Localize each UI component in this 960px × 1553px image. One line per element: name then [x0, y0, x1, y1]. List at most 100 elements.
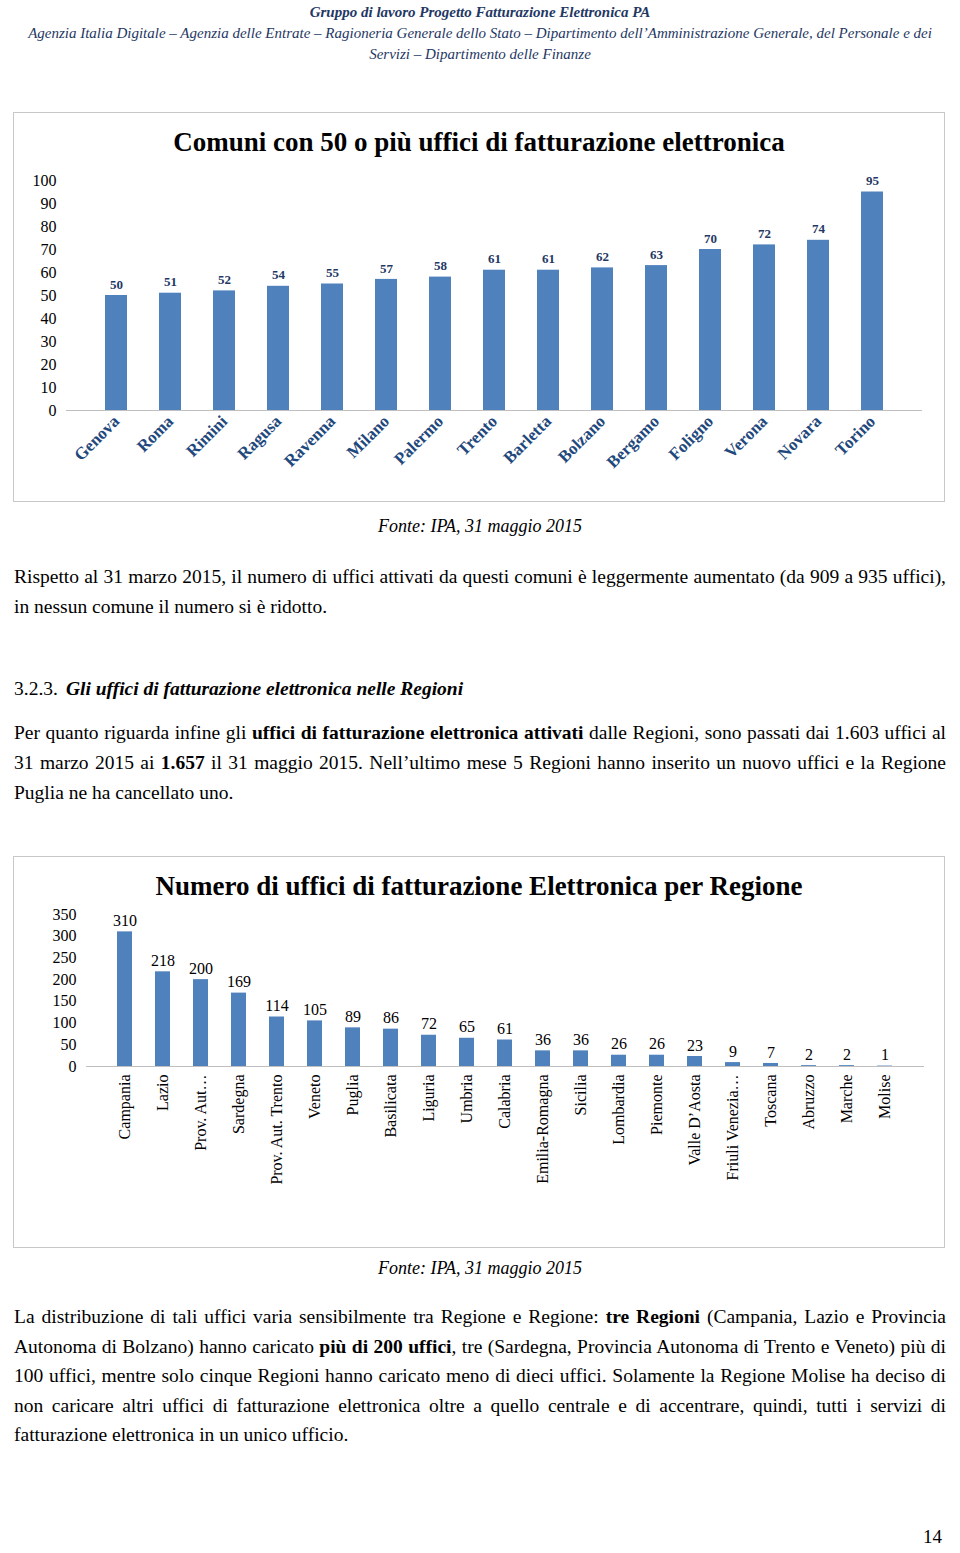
svg-text:Milano: Milano [343, 412, 393, 462]
svg-text:Campania: Campania [116, 1075, 134, 1140]
svg-text:Trento: Trento [453, 412, 501, 460]
svg-text:30: 30 [41, 333, 57, 350]
svg-text:2: 2 [805, 1046, 813, 1063]
svg-text:Prov. Aut. Trento: Prov. Aut. Trento [268, 1075, 285, 1185]
html-text:Per quanto riguarda infine gli: Per quanto riguarda infine gli uffici di… [14, 722, 946, 803]
svg-text:Emilia-Romagna: Emilia-Romagna [534, 1075, 552, 1184]
svg-text:Verona: Verona [721, 411, 772, 462]
svg-text:Lazio: Lazio [154, 1075, 171, 1111]
svg-text:218: 218 [151, 952, 175, 969]
svg-text:50: 50 [61, 1036, 77, 1053]
svg-text:10: 10 [41, 379, 57, 396]
svg-text:9: 9 [729, 1043, 737, 1060]
svg-text:Barletta: Barletta [500, 411, 556, 467]
svg-text:Veneto: Veneto [306, 1075, 323, 1119]
svg-text:70: 70 [41, 241, 57, 258]
html-text:3.2.3. Gli uffici di fatturazi: 3.2.3. Gli uffici di fatturazione elettr… [14, 678, 464, 699]
svg-text:Basilicata: Basilicata [382, 1075, 399, 1138]
svg-text:Puglia: Puglia [344, 1075, 362, 1116]
svg-text:20: 20 [41, 356, 57, 373]
svg-text:Piemonte: Piemonte [648, 1075, 665, 1135]
svg-text:250: 250 [53, 949, 77, 966]
svg-text:58: 58 [434, 258, 448, 273]
svg-text:61: 61 [542, 251, 555, 266]
svg-text:36: 36 [573, 1031, 589, 1048]
svg-text:60: 60 [41, 264, 57, 281]
svg-text:105: 105 [303, 1001, 327, 1018]
svg-text:Marche: Marche [838, 1075, 855, 1124]
html-text:Fonte: IPA, 31 maggio 2015: Fonte: IPA, 31 maggio 2015 [377, 1258, 583, 1278]
svg-text:61: 61 [497, 1020, 513, 1037]
svg-text:Rimini: Rimini [182, 412, 231, 461]
svg-text:Sardegna: Sardegna [230, 1075, 248, 1135]
svg-text:50: 50 [41, 287, 57, 304]
html-text:Comuni con 50 o più uffici di: Comuni con 50 o più uffici di fatturazio… [173, 127, 785, 157]
svg-text:Palermo: Palermo [390, 412, 447, 469]
svg-text:74: 74 [812, 221, 826, 236]
svg-text:Calabria: Calabria [496, 1075, 513, 1129]
svg-text:100: 100 [53, 1014, 77, 1031]
svg-text:0: 0 [69, 1058, 77, 1075]
svg-text:61: 61 [488, 251, 501, 266]
svg-text:1: 1 [881, 1046, 889, 1063]
svg-text:26: 26 [649, 1035, 665, 1052]
svg-text:89: 89 [345, 1008, 361, 1025]
svg-text:40: 40 [41, 310, 57, 327]
svg-text:Abruzzo: Abruzzo [800, 1075, 817, 1130]
html-text:La distribuzione di tali uffic: La distribuzione di tali uffici varia se… [14, 1306, 946, 1445]
svg-text:Genova: Genova [70, 411, 123, 464]
svg-text:65: 65 [459, 1018, 475, 1035]
svg-text:350: 350 [53, 906, 77, 923]
svg-text:100: 100 [33, 172, 57, 189]
svg-text:310: 310 [113, 912, 137, 929]
html-text:Fonte: IPA, 31 maggio 2015: Fonte: IPA, 31 maggio 2015 [377, 516, 583, 536]
svg-text:63: 63 [650, 247, 664, 262]
svg-text:Ravenna: Ravenna [280, 411, 339, 470]
svg-text:Sicilia: Sicilia [572, 1075, 589, 1116]
svg-text:Liguria: Liguria [420, 1075, 438, 1122]
svg-text:86: 86 [383, 1009, 399, 1026]
svg-text:Umbria: Umbria [458, 1075, 475, 1124]
svg-text:Valle D’Aosta: Valle D’Aosta [686, 1075, 703, 1166]
svg-text:70: 70 [704, 231, 717, 246]
svg-text:200: 200 [189, 960, 213, 977]
svg-text:90: 90 [41, 195, 57, 212]
svg-text:Prov. Aut…: Prov. Aut… [192, 1075, 209, 1151]
svg-text:Toscana: Toscana [762, 1075, 779, 1127]
svg-text:55: 55 [326, 265, 340, 280]
svg-text:23: 23 [687, 1037, 703, 1054]
svg-text:Roma: Roma [133, 411, 178, 456]
svg-text:114: 114 [265, 997, 288, 1014]
svg-text:62: 62 [596, 249, 609, 264]
svg-text:80: 80 [41, 218, 57, 235]
svg-text:52: 52 [218, 272, 231, 287]
html-text:Agenzia Italia Digitale – Agen: Agenzia Italia Digitale – Agenzia delle … [28, 25, 932, 62]
html-text:Numero di uffici di fatturazio: Numero di uffici di fatturazione Elettro… [155, 871, 803, 901]
svg-text:169: 169 [227, 973, 251, 990]
svg-text:0: 0 [49, 402, 57, 419]
svg-text:Friuli Venezia…: Friuli Venezia… [724, 1075, 741, 1181]
svg-text:2: 2 [843, 1046, 851, 1063]
svg-text:Lombardia: Lombardia [610, 1075, 627, 1145]
svg-text:50: 50 [110, 277, 123, 292]
svg-text:Novara: Novara [774, 411, 826, 463]
svg-text:Ragusa: Ragusa [234, 411, 286, 463]
svg-text:72: 72 [421, 1015, 437, 1032]
svg-text:Foligno: Foligno [665, 412, 717, 464]
svg-text:36: 36 [535, 1031, 551, 1048]
svg-text:Torino: Torino [831, 412, 879, 460]
svg-text:Bolzano: Bolzano [554, 412, 609, 467]
svg-text:200: 200 [53, 971, 77, 988]
svg-text:95: 95 [866, 173, 880, 188]
svg-text:26: 26 [611, 1035, 627, 1052]
svg-text:Bergamo: Bergamo [603, 412, 663, 472]
svg-text:300: 300 [53, 927, 77, 944]
svg-text:54: 54 [272, 267, 286, 282]
svg-text:7: 7 [767, 1044, 775, 1061]
svg-text:72: 72 [758, 226, 771, 241]
html-text:Rispetto al 31 marzo 2015, il: Rispetto al 31 marzo 2015, il numero di … [14, 566, 946, 617]
svg-text:51: 51 [164, 274, 177, 289]
svg-text:150: 150 [53, 992, 77, 1009]
svg-text:Molise: Molise [876, 1075, 893, 1119]
svg-text:57: 57 [380, 261, 394, 276]
